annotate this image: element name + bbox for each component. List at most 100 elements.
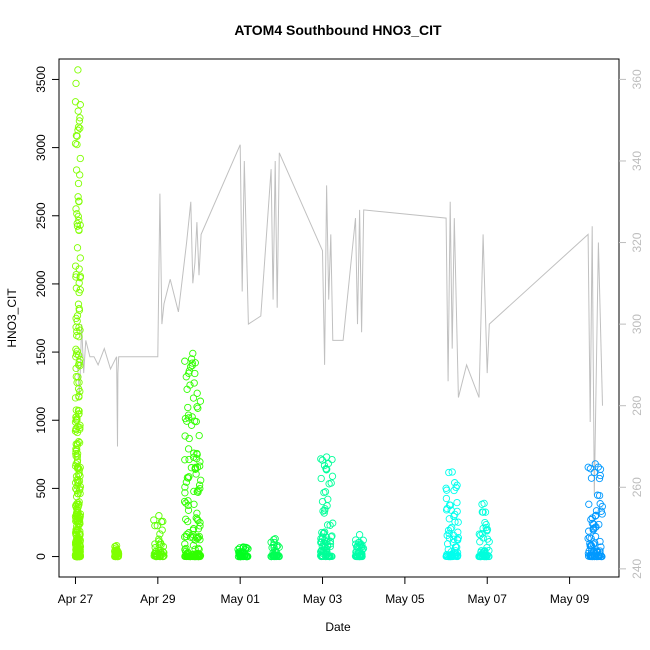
data-point	[74, 509, 82, 517]
data-point	[73, 244, 82, 252]
data-point	[445, 515, 453, 523]
data-point	[191, 369, 199, 378]
data-point	[75, 378, 83, 387]
data-point	[197, 476, 205, 484]
scatter-cluster	[316, 453, 337, 561]
data-point	[183, 473, 192, 482]
data-point	[111, 542, 119, 551]
x-tick-label: Apr 29	[140, 592, 176, 606]
data-point	[75, 466, 83, 474]
data-point	[451, 552, 459, 560]
data-point	[325, 552, 334, 561]
data-point	[74, 212, 82, 221]
x-tick-label: May 03	[303, 592, 343, 606]
data-point	[327, 533, 335, 541]
data-point	[74, 107, 82, 115]
data-point	[75, 197, 83, 205]
data-point	[72, 549, 80, 557]
data-point	[185, 434, 193, 443]
data-point	[323, 465, 331, 473]
data-point	[590, 468, 598, 477]
data-point	[482, 523, 490, 532]
data-point	[586, 552, 594, 561]
chart-title: ATOM4 Southbound HNO3_CIT	[234, 22, 442, 38]
data-point	[323, 521, 332, 529]
data-point	[584, 463, 592, 471]
data-point	[329, 519, 337, 527]
data-point	[189, 349, 197, 358]
data-point	[237, 551, 245, 560]
data-point	[196, 484, 204, 493]
x-tick-label: May 05	[385, 592, 425, 606]
data-point	[317, 552, 325, 561]
data-point	[76, 425, 84, 433]
y2-tick-label: 280	[630, 395, 644, 415]
data-point	[448, 468, 456, 476]
data-point	[191, 551, 199, 560]
data-point	[271, 535, 279, 543]
data-point	[184, 403, 192, 412]
data-point	[71, 427, 80, 435]
y2-tick-label: 260	[630, 477, 644, 497]
data-point	[352, 536, 360, 544]
data-point	[73, 415, 81, 423]
data-point	[454, 534, 462, 542]
data-point	[327, 479, 335, 487]
data-point	[75, 117, 84, 125]
data-point	[191, 536, 199, 544]
data-point	[181, 540, 189, 548]
data-point	[76, 520, 84, 528]
data-point	[72, 345, 80, 353]
data-point	[181, 489, 189, 497]
scatter-layer	[71, 66, 606, 561]
data-point	[75, 333, 83, 341]
data-point	[72, 440, 80, 448]
data-point	[597, 543, 605, 551]
data-point	[155, 537, 163, 545]
data-point	[194, 488, 202, 496]
data-point	[75, 323, 83, 332]
data-point	[156, 530, 164, 538]
data-point	[193, 403, 201, 411]
data-point	[185, 552, 194, 561]
axes-layer: 0 500 1000 1500 2000 2500 3000 3500 240 260 280 300…	[34, 66, 644, 606]
data-point	[186, 381, 194, 389]
data-point	[159, 517, 167, 526]
data-point	[188, 413, 196, 421]
data-point	[270, 535, 278, 544]
data-point	[442, 552, 451, 560]
data-point	[595, 552, 603, 561]
data-point	[589, 525, 598, 533]
secondary-series-layer	[77, 144, 603, 496]
data-point	[75, 393, 83, 401]
data-point	[72, 372, 80, 381]
y2-tick-label: 240	[630, 559, 644, 579]
data-point	[323, 538, 331, 546]
y-tick-label: 500	[34, 478, 48, 498]
data-point	[72, 452, 80, 460]
scatter-cluster	[475, 499, 493, 561]
data-point	[444, 545, 452, 554]
data-point	[184, 501, 192, 510]
data-point	[75, 265, 83, 273]
data-point	[184, 445, 193, 453]
data-point	[476, 531, 484, 539]
data-point	[181, 357, 189, 365]
y-tick-label: 3500	[34, 66, 48, 93]
scatter-cluster	[584, 460, 606, 561]
scatter-cluster	[150, 512, 168, 561]
y-tick-label: 3000	[34, 134, 48, 161]
data-point	[185, 529, 193, 537]
data-point	[181, 456, 189, 464]
data-point	[72, 353, 80, 361]
data-point	[72, 166, 81, 174]
data-point	[320, 509, 328, 517]
data-point	[112, 551, 120, 560]
data-point	[320, 488, 328, 497]
data-point	[321, 528, 329, 536]
x-tick-label: May 09	[550, 592, 590, 606]
data-point	[71, 394, 80, 402]
data-point	[76, 527, 84, 535]
data-point	[152, 549, 160, 557]
data-point	[453, 498, 461, 507]
